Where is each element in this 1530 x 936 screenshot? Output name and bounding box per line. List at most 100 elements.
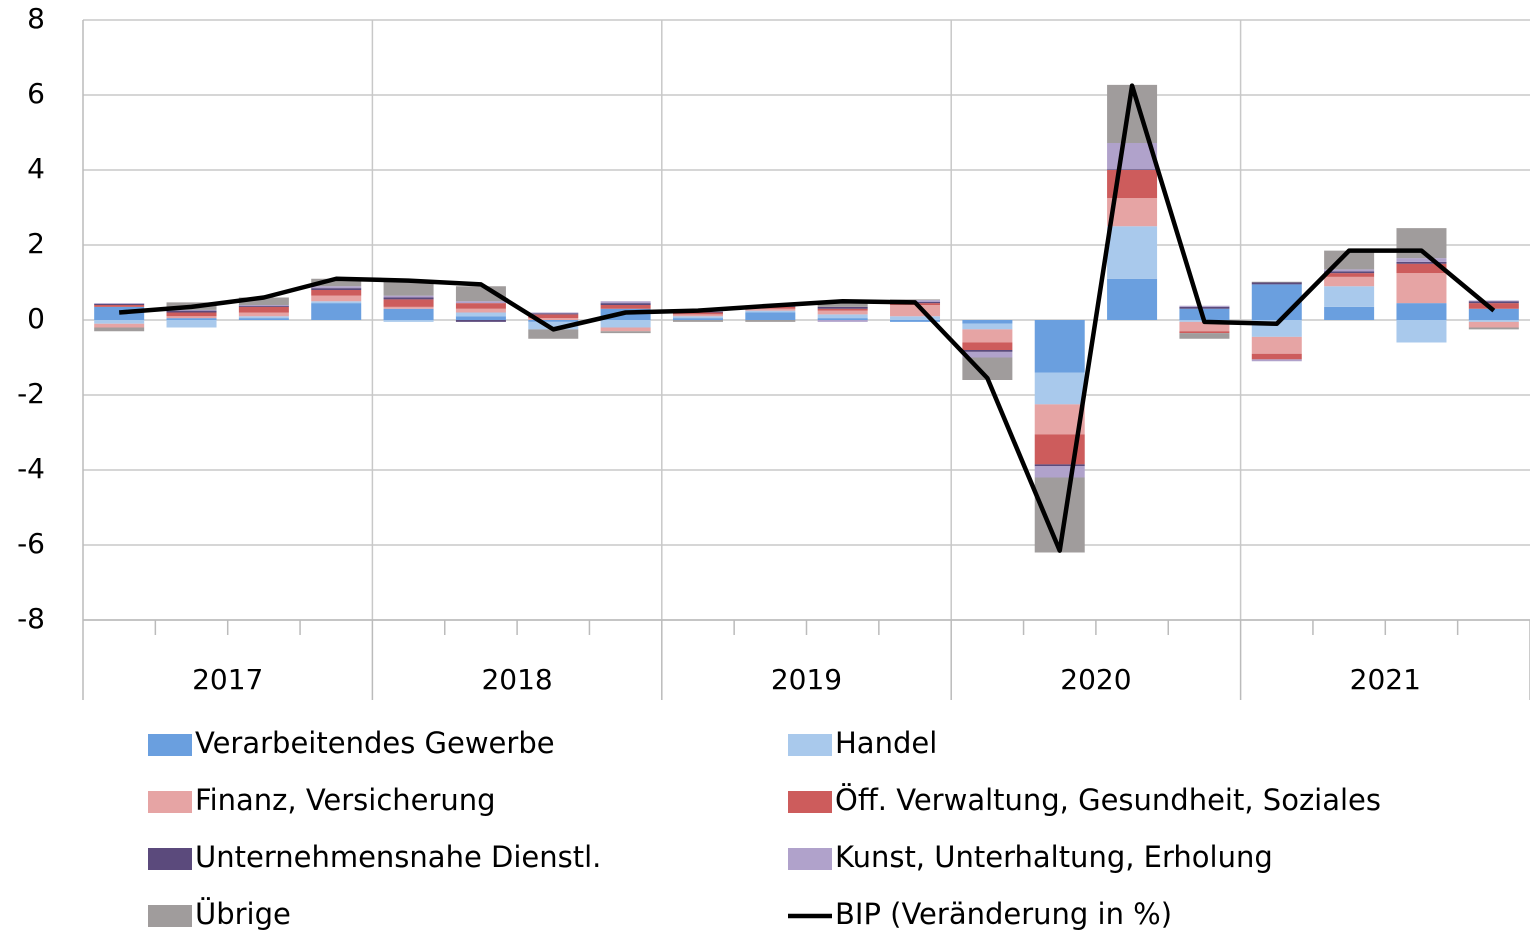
legend-swatch — [788, 734, 832, 756]
bar-segment — [1251, 282, 1302, 285]
bar-segment — [94, 303, 145, 304]
bar-segment — [1396, 228, 1447, 259]
bar-segment — [238, 316, 289, 319]
bar-segment — [311, 278, 362, 287]
bar-segment — [672, 312, 723, 315]
bar-segment — [311, 290, 362, 296]
bar-segment — [1251, 353, 1302, 360]
bar-segment — [383, 280, 434, 296]
bar-segment — [1468, 301, 1519, 304]
bar-segment — [1179, 321, 1230, 332]
y-tick-label: 4 — [27, 152, 45, 185]
y-tick-label: -6 — [17, 527, 45, 560]
bar-segment — [94, 323, 145, 328]
bar-segment — [672, 320, 723, 322]
bar-segment — [528, 313, 579, 315]
legend-swatch — [148, 734, 192, 756]
bar-segment — [311, 303, 362, 320]
y-tick-label: 8 — [27, 2, 45, 35]
bar-segment — [1034, 320, 1085, 373]
bar-segment — [1396, 263, 1447, 274]
bar-segment — [528, 321, 579, 330]
bar-segment — [383, 320, 434, 322]
bar-segment — [383, 308, 434, 320]
bar-segment — [1324, 271, 1375, 274]
legend-label: Handel — [835, 726, 937, 760]
x-group-label: 2019 — [771, 663, 842, 696]
bar-segment — [1468, 303, 1519, 309]
bar-segment — [962, 323, 1013, 330]
bar-segment — [528, 318, 579, 320]
legend-label: Verarbeitendes Gewerbe — [195, 726, 555, 760]
bar-segment — [528, 320, 579, 322]
bar-segment — [600, 303, 651, 305]
bar-segment — [238, 312, 289, 317]
bar-segment — [528, 314, 579, 319]
bar-segment — [1324, 273, 1375, 277]
bar-segment — [1396, 303, 1447, 320]
bar-segment — [817, 314, 868, 319]
bar-segment — [600, 331, 651, 334]
bar-segment — [238, 318, 289, 320]
bar-segment — [1107, 169, 1158, 170]
legend-label: Übrige — [195, 897, 291, 931]
bar-segment — [745, 308, 796, 311]
bar-segment — [166, 310, 217, 313]
bar-segment — [600, 301, 651, 304]
bar-segment — [383, 299, 434, 307]
legend-swatch — [148, 848, 192, 870]
legend-label: Kunst, Unterhaltung, Erholung — [835, 840, 1273, 874]
y-tick-label: 0 — [27, 302, 45, 335]
bar-segment — [455, 320, 506, 322]
bar-segment — [962, 320, 1013, 324]
bar-segment — [383, 297, 434, 300]
legend-swatch — [788, 791, 832, 813]
bar-segment — [1468, 308, 1519, 320]
bar-segment — [528, 329, 579, 339]
bar-segment — [600, 320, 651, 328]
bar-segment — [455, 303, 506, 309]
bar-segment — [962, 329, 1013, 343]
bar-segment — [94, 303, 145, 305]
bar-segment — [166, 316, 217, 319]
y-tick-label: -8 — [17, 602, 45, 635]
bar-segment — [1034, 466, 1085, 478]
bar-segment — [1107, 226, 1158, 279]
bar-segment — [166, 312, 217, 317]
legend-swatch — [788, 848, 832, 870]
bar-segment — [745, 310, 796, 313]
bar-segment — [1034, 372, 1085, 405]
bar-segment — [1034, 464, 1085, 467]
bar-segment — [166, 320, 217, 328]
bar-segment — [600, 305, 651, 309]
bar-segment — [1324, 286, 1375, 307]
x-group-label: 2020 — [1060, 663, 1131, 696]
bar-segment — [745, 312, 796, 320]
legend-swatch — [148, 791, 192, 813]
bar-segment — [383, 306, 434, 309]
bar-segment — [817, 318, 868, 320]
bar-segment — [1179, 333, 1230, 339]
bar-segment — [238, 305, 289, 307]
bar-segment — [600, 327, 651, 332]
bar-segment — [528, 312, 579, 314]
bar-segment — [890, 316, 941, 320]
bar-segment — [817, 308, 868, 311]
bar-segment — [1468, 320, 1519, 322]
legend-swatch — [148, 905, 192, 927]
bar-segment — [455, 312, 506, 317]
bar-segment — [1107, 278, 1158, 320]
y-tick-label: 6 — [27, 77, 45, 110]
bar-segment — [311, 301, 362, 304]
legend-label: Finanz, Versicherung — [195, 783, 496, 817]
bar-segment — [1396, 261, 1447, 264]
bar-segment — [166, 318, 217, 320]
bar-segment — [1324, 269, 1375, 272]
bar-segment — [94, 327, 145, 332]
bar-segment — [672, 316, 723, 319]
x-group-label: 2018 — [481, 663, 552, 696]
bar-segment — [1324, 276, 1375, 287]
bar-segment — [1468, 321, 1519, 328]
bar-segment — [745, 320, 796, 322]
